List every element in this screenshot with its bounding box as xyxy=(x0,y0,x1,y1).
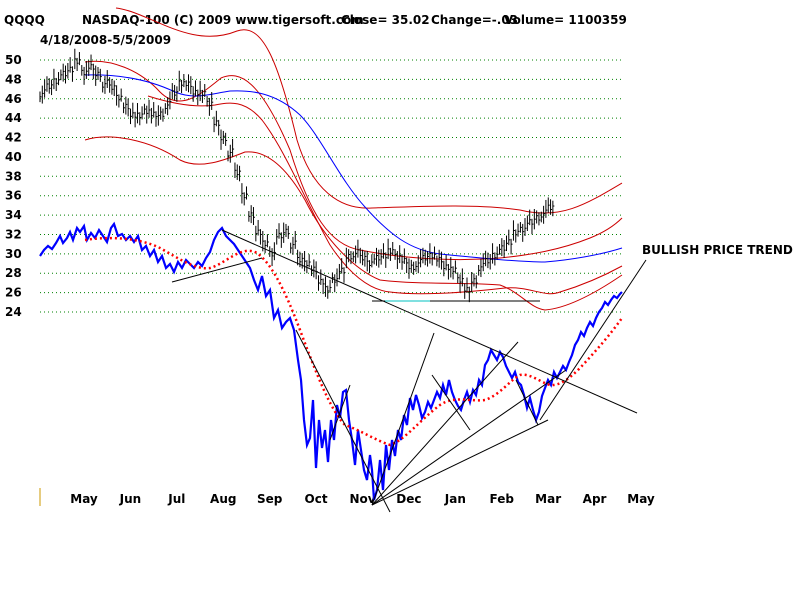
inner-upper-band xyxy=(84,60,623,261)
volume-value: Volume= 1100359 xyxy=(504,13,627,27)
trendline-oct-rally xyxy=(329,384,351,441)
x-tick-label: Mar xyxy=(535,492,561,506)
outer-upper-band xyxy=(115,7,623,214)
change-value: Change=-.03 xyxy=(431,13,518,27)
indicator-line xyxy=(39,221,623,501)
trendline-fan-2 xyxy=(371,341,519,506)
close-value: Close= 35.02 xyxy=(341,13,430,27)
x-tick-label: Nov xyxy=(349,492,375,506)
x-tick-label: Feb xyxy=(490,492,515,506)
y-tick-label: 40 xyxy=(5,150,22,164)
x-tick-label: May xyxy=(70,492,98,506)
price-bars xyxy=(39,48,555,303)
outer-lower-band xyxy=(84,136,623,311)
chart-header: QQQQ NASDAQ-100 (C) 2009 www.tigersoft.c… xyxy=(4,13,627,47)
y-tick-label: 32 xyxy=(5,227,22,241)
y-tick-label: 44 xyxy=(5,111,22,125)
price-overlays xyxy=(84,7,623,311)
x-tick-label: Sep xyxy=(257,492,283,506)
y-tick-label: 34 xyxy=(5,208,22,222)
x-tick-label: Jan xyxy=(444,492,466,506)
y-tick-label: 46 xyxy=(5,92,22,106)
symbol-label: QQQQ xyxy=(4,13,45,27)
trendline-bullish-price xyxy=(539,259,647,421)
trendline-dec-peak xyxy=(431,374,471,431)
trendline-downtrend xyxy=(221,229,638,414)
trendline-fan-4 xyxy=(371,369,567,506)
trendline-summer-base xyxy=(171,257,263,283)
y-tick-label: 38 xyxy=(5,169,22,183)
long-moving-average xyxy=(84,74,623,263)
chart-title: NASDAQ-100 (C) 2009 www.tigersoft.com xyxy=(82,13,364,27)
y-tick-label: 30 xyxy=(5,247,22,261)
x-tick-label: May xyxy=(627,492,655,506)
x-tick-label: Aug xyxy=(210,492,236,506)
x-tick-label: Jun xyxy=(119,492,142,506)
trend-annotation: BULLISH PRICE TREND xyxy=(642,243,793,257)
inner-lower-band xyxy=(147,95,623,295)
y-tick-label: 26 xyxy=(5,286,22,300)
y-tick-label: 28 xyxy=(5,266,22,280)
trendline-fan-3 xyxy=(371,419,549,506)
y-tick-label: 36 xyxy=(5,189,22,203)
date-range-label: 4/18/2008-5/5/2009 xyxy=(40,33,171,47)
indicator-moving-average xyxy=(84,236,624,447)
trendlines xyxy=(171,229,647,513)
x-tick-label: Jul xyxy=(167,492,185,506)
x-tick-label: Apr xyxy=(583,492,607,506)
y-tick-label: 48 xyxy=(5,72,22,86)
y-tick-label: 50 xyxy=(5,53,22,67)
trendline-feb-slide xyxy=(515,379,539,426)
indicator-panel xyxy=(39,221,624,501)
x-axis-ticks: May Jun Jul Aug Sep Oct Nov Dec Jan Feb Mar Apr May xyxy=(70,492,655,506)
y-tick-label: 24 xyxy=(5,305,22,319)
gridlines xyxy=(40,59,622,313)
x-tick-label: Dec xyxy=(396,492,421,506)
y-tick-label: 42 xyxy=(5,131,22,145)
trendline-fan-1 xyxy=(371,332,435,506)
trendline-oct-down xyxy=(295,329,391,513)
y-axis-ticks: 50 48 46 44 42 40 38 36 34 32 30 28 26 24 xyxy=(5,53,22,319)
x-tick-label: Oct xyxy=(305,492,328,506)
